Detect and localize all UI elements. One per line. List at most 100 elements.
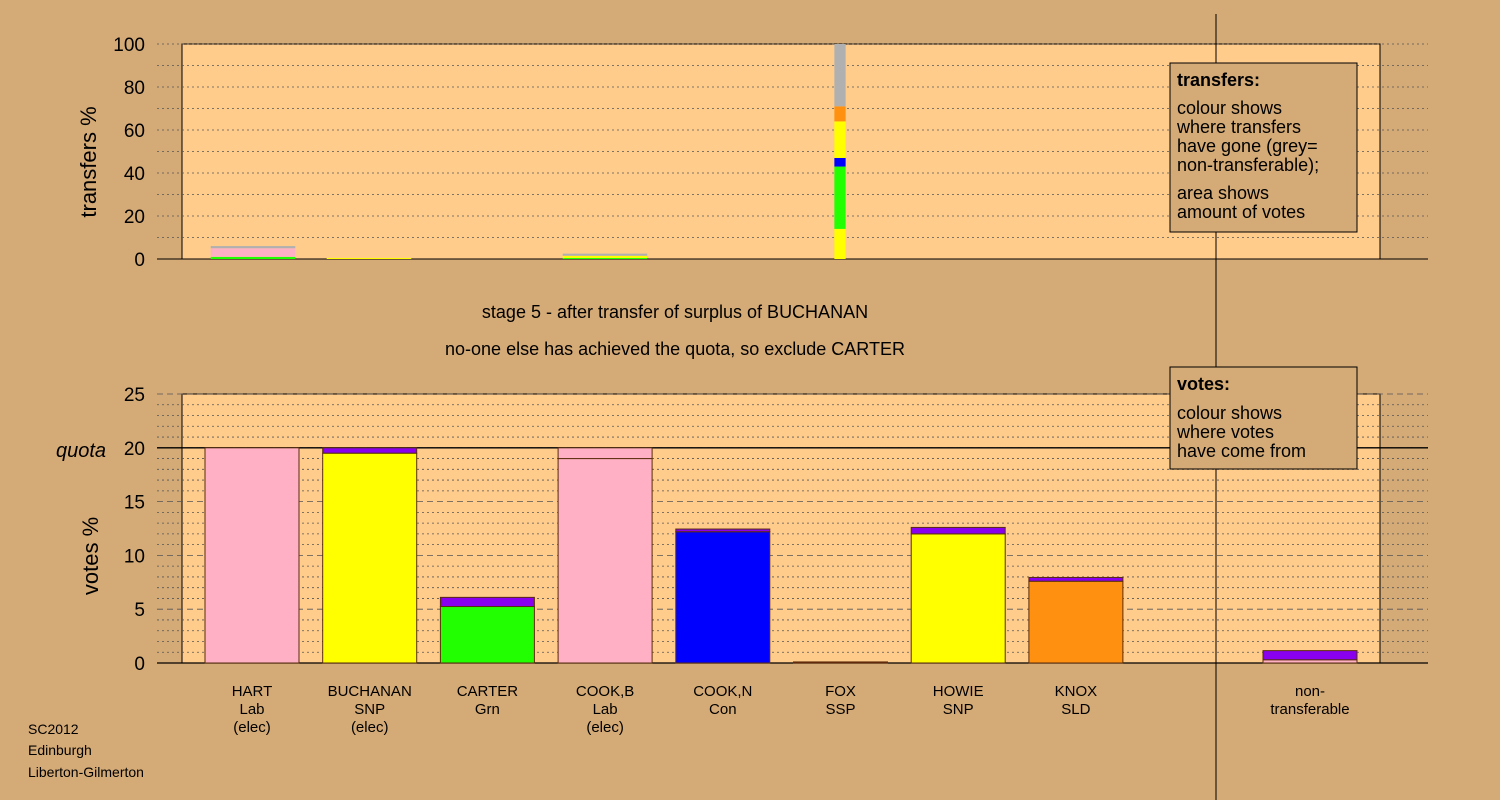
transfers-bars xyxy=(210,44,846,259)
candidate-label: (elec) xyxy=(233,719,271,736)
votes-y-tick-label: 5 xyxy=(134,600,145,621)
votes-y-tick-label: 25 xyxy=(124,385,145,406)
transfers-bar-segment xyxy=(562,257,648,259)
votes-y-tick-label: 15 xyxy=(124,493,145,514)
transfers-legend-line: colour shows xyxy=(1177,98,1282,118)
votes-bar-segment xyxy=(675,531,771,664)
votes-bar-segment xyxy=(322,452,418,664)
transfers-bar-segment xyxy=(834,228,846,259)
votes-bar-segment xyxy=(322,447,418,454)
stage-text: stage 5 - after transfer of surplus of B… xyxy=(482,302,868,322)
votes-y-axis-label: votes % xyxy=(78,517,103,595)
candidate-label: COOK,N xyxy=(693,683,752,700)
transfers-bar xyxy=(210,246,296,259)
transfers-bar-segment xyxy=(834,166,846,229)
transfers-legend-line: where transfers xyxy=(1176,117,1301,137)
votes-bar xyxy=(675,528,771,664)
votes-bar-segment xyxy=(675,528,771,533)
candidate-label: Lab xyxy=(239,701,264,718)
candidate-labels: HARTLab(elec)BUCHANANSNP(elec)CARTERGrnC… xyxy=(232,683,1350,736)
quota-label: quota xyxy=(56,440,106,462)
transfers-bar-segment xyxy=(562,253,648,256)
transfers-y-tick-label: 20 xyxy=(124,207,145,228)
transfers-legend-box xyxy=(1169,62,1358,233)
votes-bar xyxy=(1028,576,1124,664)
votes-bar-segment xyxy=(910,533,1006,664)
votes-bar xyxy=(557,447,653,664)
candidate-label: CARTER xyxy=(457,683,519,700)
transfers-bar xyxy=(326,257,412,259)
votes-bar xyxy=(322,447,418,664)
votes-y-tick-label: 10 xyxy=(124,546,145,567)
transfers-bar-segment xyxy=(834,157,846,167)
transfers-y-tick-label: 100 xyxy=(113,35,145,56)
votes-bar-segment xyxy=(910,526,1006,535)
candidate-label: COOK,B xyxy=(576,683,634,700)
candidate-label: SLD xyxy=(1061,701,1090,718)
candidate-label: (elec) xyxy=(586,719,624,736)
votes-bar-segment xyxy=(793,661,888,664)
candidate-label: (elec) xyxy=(351,719,389,736)
transfers-y-tick-label: 40 xyxy=(124,164,145,185)
candidate-label: non- xyxy=(1295,683,1325,700)
votes-bar-segment xyxy=(204,447,300,664)
candidate-label: FOX xyxy=(825,683,856,700)
votes-bar xyxy=(910,526,1006,664)
footer-ward: Liberton-Gilmerton xyxy=(28,764,144,780)
candidate-label: Lab xyxy=(593,701,618,718)
votes-bar xyxy=(1262,650,1358,664)
candidate-label: Con xyxy=(709,701,737,718)
votes-bar-segment xyxy=(1262,650,1358,661)
transfers-y-tick-label: 60 xyxy=(124,121,145,142)
votes-bar-segment xyxy=(439,596,535,608)
candidate-label: SNP xyxy=(943,701,974,718)
votes-legend-line: have come from xyxy=(1177,441,1306,461)
transfers-y-tick-label: 80 xyxy=(124,78,145,99)
transfers-y-tick-label: 0 xyxy=(134,250,145,271)
transfers-y-ticks: 0 20 40 60 80 100 xyxy=(113,35,145,271)
candidate-label: transferable xyxy=(1270,701,1349,718)
votes-y-ticks: 0 5 10 15 20 25 xyxy=(124,385,145,675)
votes-bar xyxy=(793,661,888,664)
transfers-legend-line: have gone (grey= xyxy=(1177,136,1318,156)
votes-legend-line: where votes xyxy=(1176,422,1274,442)
transfers-bar-segment xyxy=(562,255,648,258)
votes-y-tick-label: 20 xyxy=(124,439,145,460)
transfers-legend-line: area shows xyxy=(1177,183,1269,203)
votes-legend: votes: colour shows where votes have com… xyxy=(1169,366,1358,470)
candidate-label: Grn xyxy=(475,701,500,718)
transfers-legend-line: amount of votes xyxy=(1177,202,1305,222)
transfers-y-axis-label: transfers % xyxy=(76,106,101,217)
candidate-label: HART xyxy=(232,683,273,700)
footer-council: Edinburgh xyxy=(28,742,92,758)
votes-bar xyxy=(204,447,300,664)
transfers-bar xyxy=(562,253,648,259)
candidate-label: BUCHANAN xyxy=(328,683,412,700)
action-text: no-one else has achieved the quota, so e… xyxy=(445,339,905,359)
candidate-label: KNOX xyxy=(1055,683,1098,700)
transfers-legend: transfers: colour shows where transfers … xyxy=(1169,62,1358,233)
candidate-label: SNP xyxy=(354,701,385,718)
candidate-label: HOWIE xyxy=(933,683,984,700)
transfers-bar-segment xyxy=(210,248,296,257)
transfers-legend-line: non-transferable); xyxy=(1177,155,1319,175)
transfers-bar-segment xyxy=(210,246,296,249)
transfers-bar-segment xyxy=(834,44,846,107)
votes-bars xyxy=(204,447,1358,664)
votes-bar-segment xyxy=(557,458,653,664)
votes-legend-line: colour shows xyxy=(1177,403,1282,423)
votes-bar-segment xyxy=(1028,580,1124,664)
votes-bar-segment xyxy=(1028,576,1124,582)
transfers-bar-segment xyxy=(834,106,846,122)
transfers-bar-segment xyxy=(210,256,296,259)
candidate-label: SSP xyxy=(825,701,855,718)
transfers-bar-segment xyxy=(326,257,412,259)
votes-bar xyxy=(439,596,535,664)
transfers-legend-title: transfers: xyxy=(1177,70,1260,90)
transfers-grid xyxy=(157,43,1428,260)
votes-legend-title: votes: xyxy=(1177,374,1230,394)
votes-bar-segment xyxy=(439,606,535,664)
transfers-bar-segment xyxy=(834,121,846,158)
